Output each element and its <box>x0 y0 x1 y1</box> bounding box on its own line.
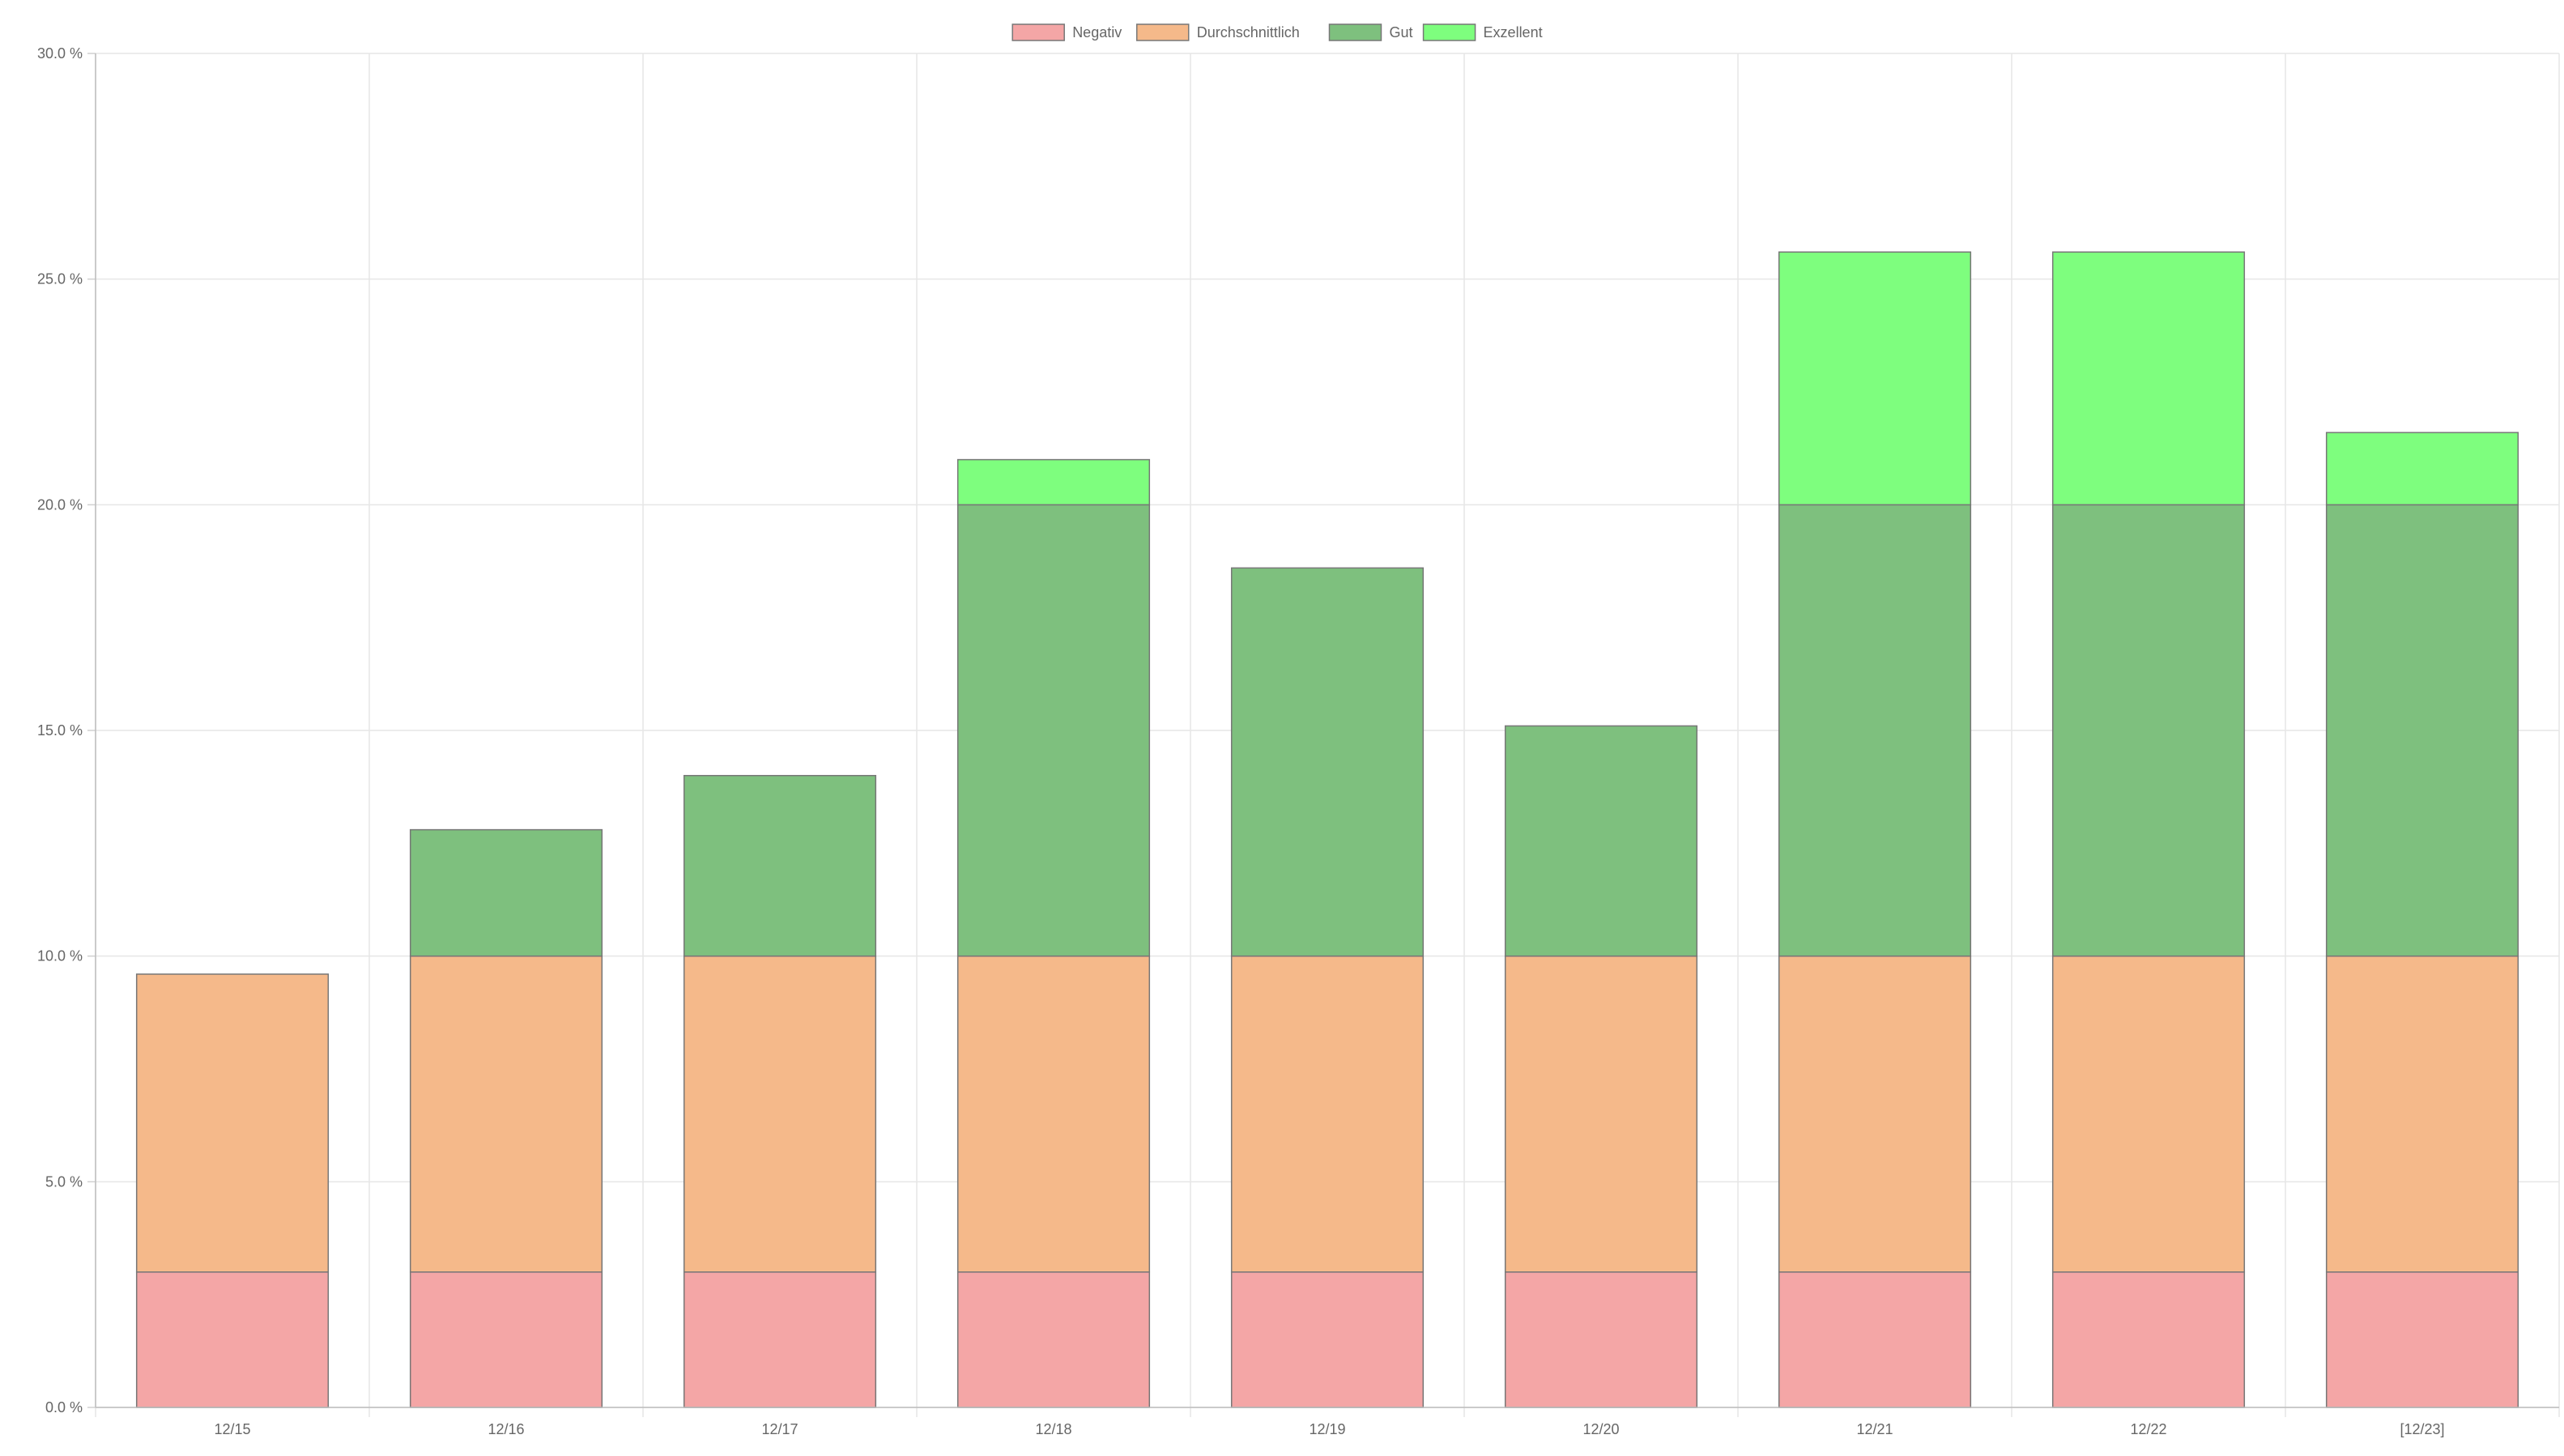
bar-segment-durchschnittlich[interactable] <box>956 955 1151 1273</box>
bar-segment-exzellent[interactable] <box>1778 251 1972 506</box>
bar-segment-exzellent[interactable] <box>2325 432 2519 506</box>
y-tick-label: 25.0 % <box>37 271 83 287</box>
bar-segment-durchschnittlich[interactable] <box>1230 955 1425 1273</box>
legend-swatch <box>1012 23 1065 41</box>
bar-segment-exzellent[interactable] <box>2051 251 2246 506</box>
bar-segment-durchschnittlich[interactable] <box>2051 955 2246 1273</box>
grid-layer <box>95 53 2560 1417</box>
bar-segment-negativ[interactable] <box>135 1271 330 1408</box>
bar-segment-negativ[interactable] <box>1778 1271 1972 1408</box>
bar-segment-gut[interactable] <box>1230 567 1425 957</box>
x-tick-label: 12/19 <box>1309 1421 1345 1437</box>
y-tick-label: 30.0 % <box>37 45 83 62</box>
bars-layer <box>135 251 2519 1408</box>
bar-segment-durchschnittlich[interactable] <box>2325 955 2519 1273</box>
bar-segment-gut[interactable] <box>2051 504 2246 957</box>
bar-segment-durchschnittlich[interactable] <box>409 955 603 1273</box>
bar-segment-negativ[interactable] <box>1504 1271 1698 1408</box>
bar-segment-negativ[interactable] <box>2325 1271 2519 1408</box>
bar-segment-negativ[interactable] <box>956 1271 1151 1408</box>
bar-segment-gut[interactable] <box>409 828 603 957</box>
bar-segment-gut[interactable] <box>1778 504 1972 957</box>
x-tick-label: 12/20 <box>1582 1421 1619 1437</box>
bar-segment-negativ[interactable] <box>409 1271 603 1408</box>
legend-swatch <box>1135 23 1190 41</box>
legend-swatch <box>1328 23 1382 41</box>
x-tick-label: 12/15 <box>214 1421 250 1437</box>
y-tick-label: 0.0 % <box>45 1399 83 1416</box>
bar-segment-exzellent[interactable] <box>956 458 1151 506</box>
x-tick-label: 12/22 <box>2130 1421 2166 1437</box>
legend-item-negativ[interactable]: Negativ <box>1012 23 1122 41</box>
legend-label: Exzellent <box>1484 24 1543 40</box>
x-tick-label: 12/16 <box>488 1421 524 1437</box>
legend-swatch <box>1422 23 1476 41</box>
bar-segment-gut[interactable] <box>956 504 1151 957</box>
bar-segment-durchschnittlich[interactable] <box>1778 955 1972 1273</box>
y-tick-label: 20.0 % <box>37 496 83 513</box>
y-tick-label: 10.0 % <box>37 948 83 964</box>
x-tick-label: [12/23] <box>2400 1421 2444 1437</box>
x-tick-label: 12/18 <box>1035 1421 1071 1437</box>
bar-segment-gut[interactable] <box>2325 504 2519 957</box>
bar-segment-negativ[interactable] <box>1230 1271 1425 1408</box>
legend-item-durchschnittlich[interactable]: Durchschnittlich <box>1135 23 1300 41</box>
bar-segment-gut[interactable] <box>1504 725 1698 957</box>
bar-segment-durchschnittlich[interactable] <box>1504 955 1698 1273</box>
bar-segment-negativ[interactable] <box>683 1271 877 1408</box>
y-tick-label: 5.0 % <box>45 1173 83 1190</box>
bar-segment-gut[interactable] <box>683 774 877 957</box>
bar-segment-durchschnittlich[interactable] <box>683 955 877 1273</box>
legend-label: Gut <box>1389 24 1412 40</box>
legend: Negativ Durchschnittlich Gut Exzellent <box>1012 23 1543 41</box>
y-tick-label: 15.0 % <box>37 722 83 739</box>
legend-item-gut[interactable]: Gut <box>1328 23 1412 41</box>
legend-item-exzellent[interactable]: Exzellent <box>1422 23 1543 41</box>
legend-label: Negativ <box>1072 24 1122 40</box>
axes-layer: 0.0 % 5.0 % 10.0 % 15.0 % 20.0 % 25.0 % 30.0 %… <box>37 45 2559 1437</box>
bar-segment-negativ[interactable] <box>2051 1271 2246 1408</box>
x-tick-label: 12/17 <box>761 1421 798 1437</box>
bar-segment-durchschnittlich[interactable] <box>135 973 330 1273</box>
legend-label: Durchschnittlich <box>1197 24 1300 40</box>
x-tick-label: 12/21 <box>1856 1421 1893 1437</box>
